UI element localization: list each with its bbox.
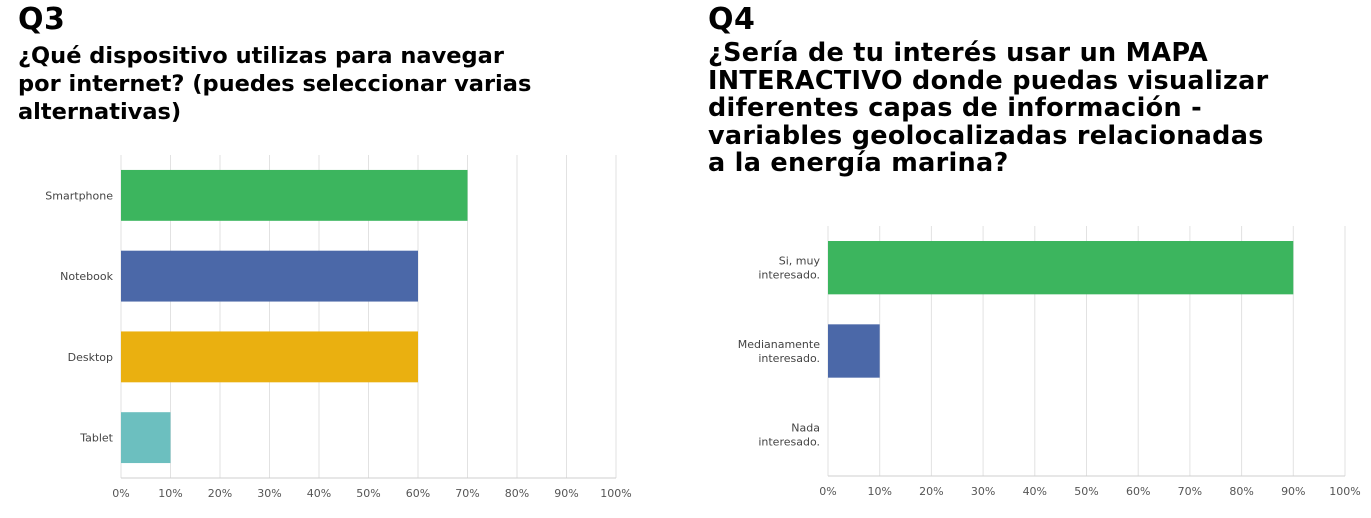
category-label-line: Smartphone <box>45 189 113 202</box>
question-title-line: diferentes capas de información - <box>708 93 1202 123</box>
x-tick-label: 80% <box>505 487 529 500</box>
category-label-line: Notebook <box>60 270 113 283</box>
question-title-line: ¿Sería de tu interés usar un MAPA <box>708 38 1209 68</box>
x-tick-label: 40% <box>1023 485 1047 498</box>
bar <box>828 241 1294 295</box>
category-label-line: Desktop <box>68 351 113 364</box>
x-tick-label: 40% <box>307 487 331 500</box>
x-tick-label: 50% <box>356 487 380 500</box>
category-label-line: Nada <box>791 421 820 434</box>
question-title-line: variables geolocalizadas relacionadas <box>708 120 1264 151</box>
question-title-line: por internet? (puedes seleccionar varias <box>18 71 532 97</box>
x-tick-label: 90% <box>554 487 578 500</box>
chart-panel-q3: Q3 ¿Qué dispositivo utilizas para navega… <box>0 0 640 518</box>
category-label: Notebook <box>60 270 113 283</box>
x-tick-label: 60% <box>1126 485 1150 498</box>
category-label: Tablet <box>79 432 113 445</box>
category-label-line: Si, muy <box>779 255 821 268</box>
x-tick-label: 60% <box>406 487 430 500</box>
x-tick-label: 10% <box>158 487 182 500</box>
category-label-line: Medianamente <box>738 338 821 351</box>
x-tick-label: 100% <box>1329 485 1360 498</box>
x-tick-label: 30% <box>971 485 995 498</box>
question-title: ¿Qué dispositivo utilizas para navegar p… <box>18 42 531 126</box>
bar <box>121 250 418 302</box>
x-tick-label: 100% <box>600 487 631 500</box>
x-tick-label: 20% <box>919 485 943 498</box>
bar <box>121 331 418 383</box>
bar-chart-q3: 0% 10% 20% 30% 40% 50% 60% 70% 80% 90% 100% Smartph… <box>45 155 632 500</box>
x-tick-label: 90% <box>1281 485 1305 498</box>
category-label: Si, muy interesado. <box>758 255 820 282</box>
category-label-line: interesado. <box>758 269 820 282</box>
bar <box>828 324 880 378</box>
category-label: Nada interesado. <box>758 421 820 448</box>
chart-panel-q4: Q4 ¿Sería de tu interés usar un MAPA INT… <box>700 0 1371 518</box>
x-tick-label: 30% <box>257 487 281 500</box>
category-label: Medianamente interesado. <box>738 338 821 365</box>
question-title-line: INTERACTIVO donde puedas visualizar <box>708 65 1269 96</box>
question-title-line: ¿Qué dispositivo utilizas para navegar <box>18 43 504 69</box>
x-tick-label: 0% <box>819 485 836 498</box>
bar <box>121 169 468 221</box>
x-tick-label: 10% <box>867 485 891 498</box>
question-number: Q3 <box>18 2 66 37</box>
category-label-line: interesado. <box>758 352 820 365</box>
category-label-line: Tablet <box>79 432 113 445</box>
x-tick-label: 70% <box>1178 485 1202 498</box>
question-title-line: alternativas) <box>18 99 182 125</box>
question-title: ¿Sería de tu interés usar un MAPA INTERA… <box>708 38 1269 178</box>
x-tick-label: 80% <box>1229 485 1253 498</box>
category-label-line: interesado. <box>758 435 820 448</box>
category-label: Smartphone <box>45 189 113 202</box>
question-title-line: a la energía marina? <box>708 148 1009 178</box>
x-tick-label: 0% <box>112 487 129 500</box>
x-tick-label: 50% <box>1074 485 1098 498</box>
question-number: Q4 <box>708 2 756 37</box>
x-tick-label: 20% <box>208 487 232 500</box>
x-tick-label: 70% <box>455 487 479 500</box>
category-label: Desktop <box>68 351 113 364</box>
bar <box>121 412 171 464</box>
bar-chart-q4: 0% 10% 20% 30% 40% 50% 60% 70% 80% 90% 100% Si, muy… <box>738 226 1361 498</box>
